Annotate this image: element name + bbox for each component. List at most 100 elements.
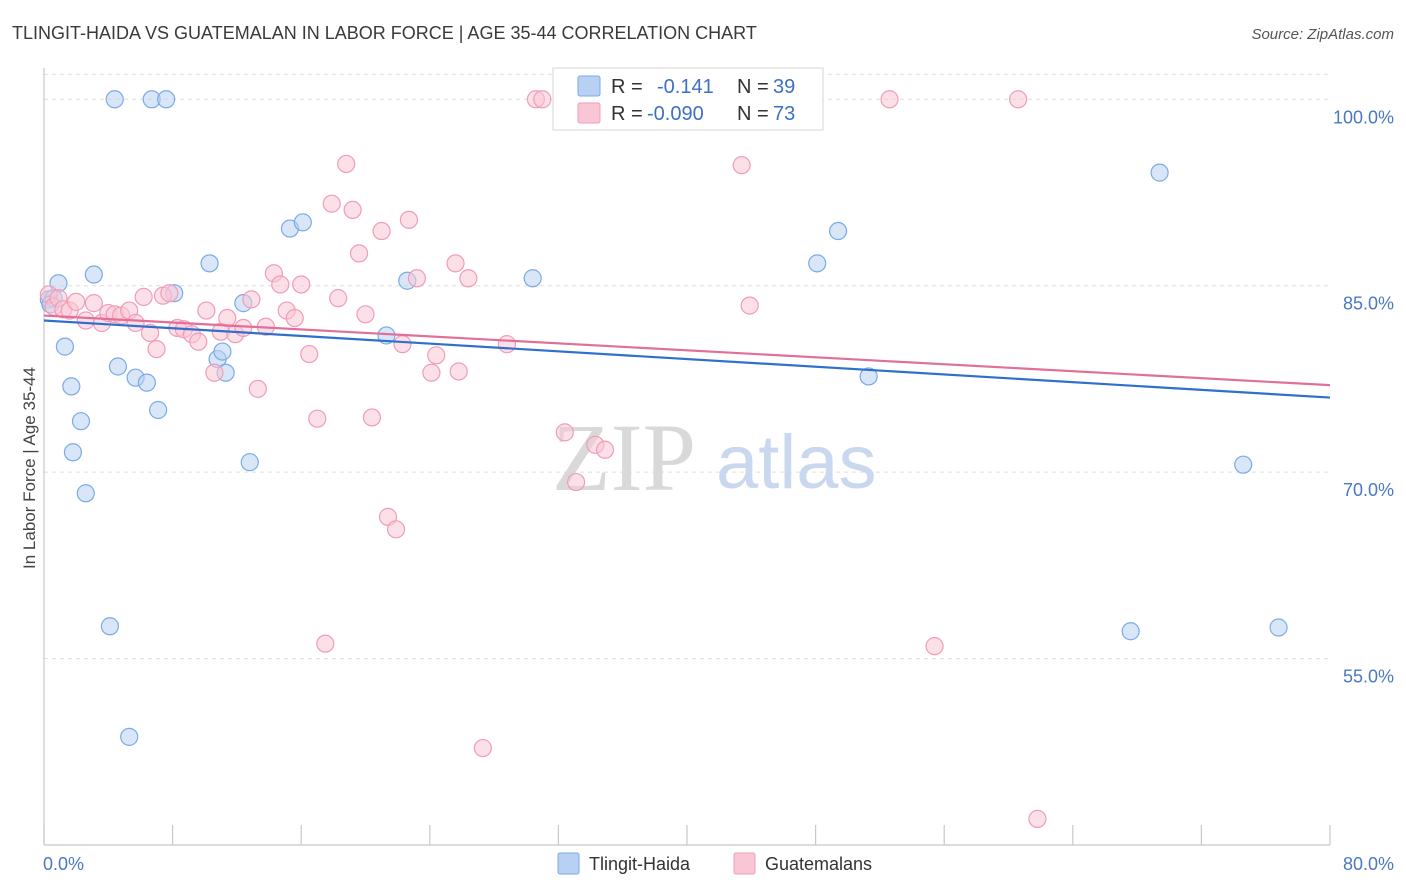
y-tick-label-0: 100.0% — [1333, 107, 1394, 127]
point-guatemalan-44 — [349, 244, 369, 263]
point-guatemalan-58 — [473, 738, 492, 758]
point-guatemalan-51 — [399, 210, 419, 229]
bottom-legend-swatch-guatemalans — [733, 852, 756, 875]
bottom-legend-label-guatemalans: Guatemalans — [765, 854, 872, 874]
point-guatemalan-7 — [84, 294, 103, 313]
legend-r-value-2: -0.090 — [647, 103, 704, 125]
legend-n-label-1: N = — [737, 76, 769, 98]
point-guatemalan-46 — [362, 408, 382, 427]
point-guatemalan-71 — [1009, 90, 1028, 109]
axes — [43, 68, 1331, 846]
point-tlingit-32 — [1269, 618, 1288, 637]
point-guatemalan-30 — [248, 379, 267, 398]
watermark-zip: ZIP — [552, 404, 696, 511]
point-guatemalan-70 — [925, 637, 944, 656]
point-guatemalan-13 — [126, 313, 145, 333]
legend-n-value-2: 73 — [773, 103, 795, 125]
point-guatemalan-72 — [1028, 809, 1047, 829]
point-guatemalan-36 — [292, 275, 311, 294]
trend-lines — [43, 314, 1331, 399]
series-legend: Tlingit-Haida Guatemalans — [557, 852, 872, 875]
point-guatemalan-40 — [322, 194, 341, 213]
y-axis-label: In Labor Force | Age 35-44 — [20, 367, 39, 569]
y-tick-label-2: 70.0% — [1343, 480, 1394, 500]
point-guatemalan-43 — [343, 200, 362, 219]
point-tlingit-29 — [1150, 163, 1169, 182]
point-guatemalan-68 — [740, 296, 759, 315]
point-tlingit-17 — [213, 342, 232, 361]
correlation-legend: R = -0.141 N = 39 R = -0.090 N = 73 — [552, 67, 824, 131]
point-tlingit-27 — [829, 221, 848, 241]
point-guatemalan-18 — [160, 284, 179, 303]
legend-n-label-2: N = — [737, 103, 769, 125]
point-tlingit-26 — [808, 254, 827, 273]
grid-lines — [44, 73, 1330, 660]
y-tick-labels: 100.0% 85.0% 70.0% 55.0% — [1333, 107, 1394, 686]
x-tick-max: 80.0% — [1343, 854, 1394, 874]
chart-source: Source: ZipAtlas.com — [1251, 26, 1394, 43]
point-tlingit-9 — [108, 357, 128, 376]
point-guatemalan-23 — [197, 301, 216, 320]
x-tick-min: 0.0% — [43, 854, 84, 874]
point-tlingit-20 — [240, 453, 259, 472]
point-tlingit-15 — [200, 254, 219, 273]
point-guatemalan-29 — [242, 290, 261, 309]
point-guatemalan-49 — [386, 520, 406, 539]
point-guatemalan-16 — [147, 340, 166, 359]
point-tlingit-5 — [71, 412, 91, 431]
watermark-atlas: atlas — [716, 420, 877, 505]
legend-r-label-1: R = — [611, 76, 643, 98]
legend-n-value-1: 39 — [773, 76, 795, 98]
legend-r-value-1: -0.141 — [657, 76, 714, 98]
point-guatemalan-47 — [372, 221, 391, 241]
point-guatemalan-37 — [300, 344, 319, 364]
point-guatemalan-5 — [67, 292, 86, 311]
point-guatemalan-50 — [393, 335, 412, 354]
point-tlingit-2 — [55, 337, 74, 356]
point-tlingit-12 — [137, 373, 156, 392]
point-tlingit-25 — [523, 269, 542, 288]
point-tlingit-30 — [1234, 455, 1253, 474]
bottom-legend-swatch-tlingit — [557, 852, 580, 875]
y-tick-label-3: 55.0% — [1343, 667, 1394, 687]
point-guatemalan-55 — [446, 254, 465, 273]
point-guatemalan-61 — [533, 90, 552, 109]
point-guatemalan-45 — [356, 305, 375, 324]
point-tlingit-4 — [63, 443, 83, 462]
point-guatemalan-38 — [308, 409, 327, 428]
point-guatemalan-26 — [218, 308, 237, 328]
point-guatemalan-67 — [732, 156, 751, 175]
point-guatemalan-69 — [880, 90, 899, 109]
legend-swatch-tlingit — [577, 75, 601, 97]
point-guatemalan-56 — [449, 362, 468, 381]
point-guatemalan-41 — [329, 289, 348, 308]
point-tlingit-8 — [100, 617, 120, 636]
point-tlingit-13 — [149, 400, 168, 420]
point-tlingit-10 — [120, 727, 139, 746]
point-guatemalan-35 — [285, 308, 304, 328]
bottom-legend-label-tlingit: Tlingit-Haida — [589, 854, 691, 874]
point-tlingit-28 — [859, 367, 878, 386]
point-tlingit-22 — [293, 213, 312, 232]
point-guatemalan-24 — [205, 363, 224, 382]
point-guatemalan-15 — [140, 323, 160, 343]
point-tlingit-31 — [1121, 622, 1140, 641]
legend-r-label-2: R = — [611, 103, 643, 125]
point-tlingit-6 — [76, 484, 95, 503]
point-tlingit-7 — [84, 265, 103, 284]
point-guatemalan-53 — [422, 363, 441, 382]
trend-line-tlingit — [43, 319, 1331, 399]
point-tlingit-35 — [157, 90, 176, 109]
watermark: ZIP atlas — [552, 404, 877, 511]
point-guatemalan-65 — [595, 440, 615, 459]
point-guatemalan-54 — [427, 346, 446, 365]
point-guatemalan-14 — [134, 287, 153, 306]
point-tlingit-3 — [62, 377, 81, 396]
point-guatemalan-28 — [234, 318, 253, 338]
point-guatemalan-52 — [407, 269, 427, 288]
chart-title: TLINGIT-HAIDA VS GUATEMALAN IN LABOR FOR… — [12, 23, 757, 43]
point-guatemalan-57 — [459, 269, 478, 288]
point-guatemalan-6 — [76, 311, 95, 330]
point-tlingit-33 — [105, 90, 124, 109]
